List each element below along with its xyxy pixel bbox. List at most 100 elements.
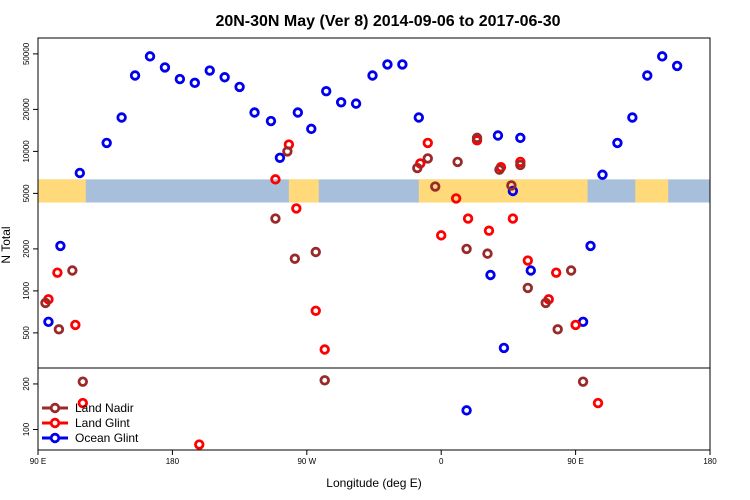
point-ocean-glint-18 — [321, 86, 332, 97]
point-land-glint-11 — [422, 137, 433, 149]
legend-label-0: Land Nadir — [75, 401, 134, 415]
x-axis-ticks: 90 E 180 90 W 0 90 E 180 — [30, 450, 717, 466]
point-land-glint-2 — [70, 319, 81, 331]
point-land-nadir-21 — [552, 324, 563, 335]
point-land-nadir-0 — [40, 297, 51, 309]
point-ocean-glint-26 — [485, 269, 496, 281]
point-land-nadir-2 — [67, 265, 78, 276]
point-land-glint-1 — [52, 267, 63, 278]
point-ocean-glint-30 — [515, 132, 526, 144]
point-land-nadir-15 — [482, 248, 493, 259]
point-land-glint-9 — [319, 344, 330, 355]
point-ocean-glint-21 — [367, 70, 378, 81]
y-axis-label: N Total — [0, 226, 13, 263]
point-land-glint-12 — [436, 230, 447, 241]
point-land-nadir-1 — [53, 324, 65, 335]
point-ocean-glint-34 — [597, 169, 608, 180]
legend-marker-1 — [49, 417, 61, 429]
point-ocean-glint-12 — [234, 81, 245, 93]
point-land-nadir-18 — [515, 159, 526, 171]
point-land-glint-3 — [77, 397, 88, 409]
map-land-1 — [288, 179, 319, 203]
point-ocean-glint-3 — [101, 137, 112, 149]
point-land-nadir-14 — [471, 132, 483, 144]
point-land-nadir-12 — [452, 156, 463, 168]
point-land-nadir-17 — [506, 180, 517, 191]
point-land-nadir-23 — [577, 376, 589, 387]
point-land-nadir-7 — [310, 246, 321, 258]
chart-title: 20N-30N May (Ver 8) 2014-09-06 to 2017-0… — [215, 13, 560, 30]
point-ocean-glint-2 — [55, 240, 66, 252]
point-ocean-glint-17 — [306, 123, 317, 135]
point-ocean-glint-35 — [612, 137, 623, 149]
point-land-nadir-13 — [461, 243, 472, 255]
point-ocean-glint-5 — [129, 70, 141, 81]
point-land-nadir-5 — [282, 146, 293, 157]
point-land-glint-20 — [522, 255, 534, 266]
y-tick-label-upper-3: 5000 — [22, 184, 31, 202]
point-land-nadir-16 — [494, 164, 505, 175]
point-land-nadir-8 — [319, 375, 330, 386]
point-ocean-glint-0 — [43, 316, 54, 328]
point-ocean-glint-6 — [144, 51, 156, 62]
point-ocean-glint-14 — [265, 115, 277, 127]
y-axis-ticks-upper: 500 1000 2000 5000 10000 20000 50000 — [22, 42, 38, 340]
map-strip — [38, 179, 710, 203]
y-tick-label-upper-6: 50000 — [22, 42, 31, 65]
point-ocean-glint-31 — [525, 265, 536, 276]
point-land-nadir-9 — [412, 162, 423, 174]
point-ocean-glint-19 — [335, 97, 347, 108]
point-ocean-glint-36 — [627, 112, 638, 123]
point-ocean-glint-39 — [671, 60, 683, 72]
map-land-0 — [38, 179, 86, 203]
point-land-nadir-11 — [430, 181, 441, 192]
point-ocean-glint-28 — [498, 342, 510, 354]
x-tick-label-2: 90 W — [297, 457, 316, 466]
y-tick-label-upper-4: 10000 — [22, 140, 31, 163]
y-axis-ticks-lower: 100 200 — [22, 377, 38, 436]
data-points — [40, 51, 683, 450]
point-land-nadir-6 — [289, 253, 301, 264]
point-land-glint-4 — [194, 439, 205, 450]
x-tick-label-0: 90 E — [30, 457, 46, 466]
point-land-nadir-20 — [540, 297, 551, 309]
y-tick-label-upper-0: 500 — [22, 326, 31, 340]
point-land-glint-22 — [550, 267, 562, 278]
point-land-nadir-22 — [565, 265, 577, 276]
y-tick-label-lower-0: 100 — [22, 422, 31, 436]
point-ocean-glint-7 — [159, 62, 171, 73]
x-axis-label: Longitude (deg E) — [326, 476, 421, 490]
point-land-glint-5 — [270, 174, 281, 185]
point-land-glint-16 — [483, 225, 495, 236]
point-land-glint-24 — [592, 397, 604, 409]
y-tick-label-upper-5: 20000 — [22, 98, 31, 121]
legend-marker-0 — [49, 402, 61, 414]
point-land-glint-14 — [462, 213, 474, 224]
point-ocean-glint-37 — [642, 70, 653, 81]
x-tick-label-4: 90 E — [567, 457, 583, 466]
point-land-glint-13 — [450, 193, 462, 204]
point-land-nadir-4 — [270, 213, 281, 224]
point-ocean-glint-11 — [219, 72, 230, 83]
map-land-3 — [635, 179, 669, 203]
point-ocean-glint-4 — [116, 112, 127, 123]
map-land-2 — [418, 179, 588, 203]
point-ocean-glint-22 — [382, 59, 393, 70]
point-ocean-glint-27 — [492, 130, 504, 141]
point-ocean-glint-24 — [413, 112, 424, 123]
point-land-glint-8 — [310, 305, 321, 316]
point-ocean-glint-8 — [174, 73, 186, 85]
plot-frame-upper — [37, 37, 711, 369]
point-ocean-glint-29 — [507, 185, 519, 197]
x-tick-label-5: 180 — [703, 457, 717, 466]
point-ocean-glint-1 — [74, 167, 86, 179]
point-ocean-glint-10 — [204, 65, 215, 76]
y-tick-label-upper-2: 2000 — [22, 239, 31, 257]
point-land-glint-23 — [570, 319, 581, 331]
legend-label-2: Ocean Glint — [75, 431, 139, 445]
point-land-nadir-19 — [522, 282, 534, 294]
point-ocean-glint-20 — [350, 98, 362, 109]
y-tick-label-upper-1: 1000 — [22, 281, 31, 299]
